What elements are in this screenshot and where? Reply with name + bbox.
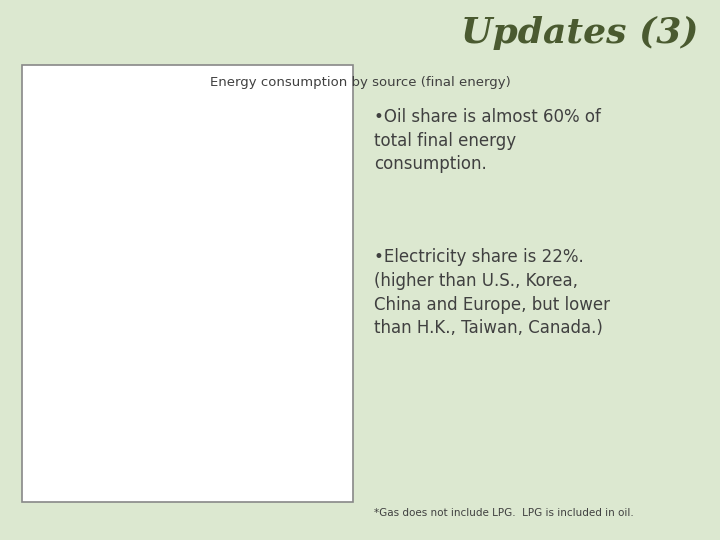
Text: *Gas does not include LPG.  LPG is included in oil.: *Gas does not include LPG. LPG is includ… — [374, 508, 634, 518]
Legend: Coal, Oil, Gas, Elec, Others: Coal, Oil, Gas, Elec, Others — [30, 469, 344, 487]
Text: •Electricity share is 22%.
(higher than U.S., Korea,
China and Europe, but lower: •Electricity share is 22%. (higher than … — [374, 248, 611, 337]
Text: •Oil share is almost 60% of
total final energy
consumption.: •Oil share is almost 60% of total final … — [374, 108, 601, 173]
Wedge shape — [60, 254, 187, 309]
Text: Elec
22%: Elec 22% — [114, 201, 147, 232]
Text: Gas
7%: Gas 7% — [71, 283, 100, 313]
Text: Coal
11%: Coal 11% — [257, 173, 291, 202]
Wedge shape — [61, 144, 187, 270]
Text: Updates (3): Updates (3) — [461, 16, 698, 50]
Wedge shape — [187, 143, 268, 270]
Text: Oil
59%: Oil 59% — [183, 331, 217, 361]
Wedge shape — [67, 172, 314, 397]
Wedge shape — [179, 143, 187, 270]
Text: Energy consumption by source (final energy): Energy consumption by source (final ener… — [210, 76, 510, 89]
